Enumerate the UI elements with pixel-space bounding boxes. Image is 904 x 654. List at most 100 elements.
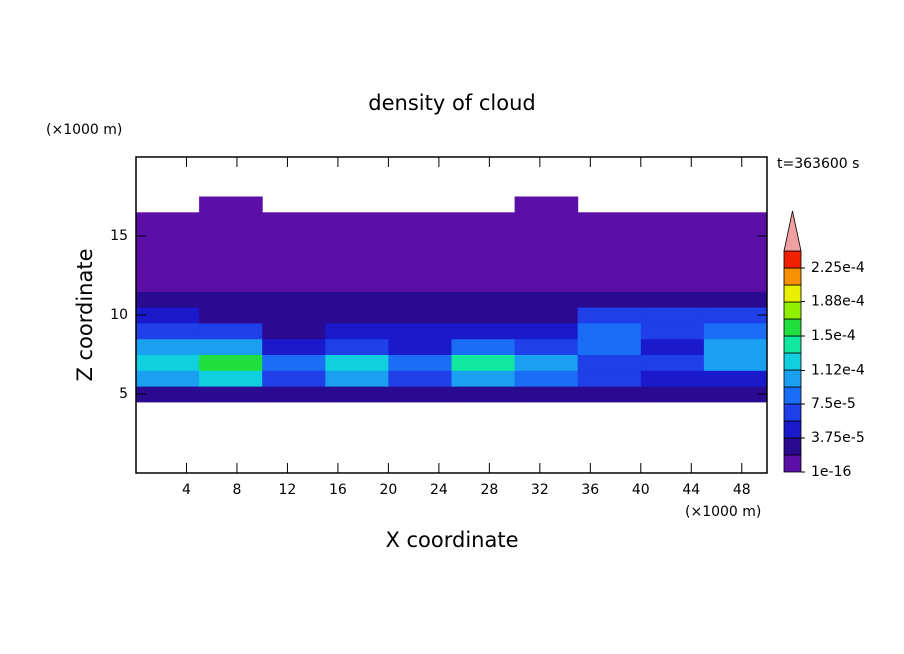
colorbar-band <box>783 301 802 320</box>
contour-cell <box>199 291 263 308</box>
contour-cell <box>640 291 705 308</box>
contour-cell <box>136 212 200 229</box>
contour-cell <box>703 228 768 245</box>
contour-cell <box>451 212 516 229</box>
contour-cell <box>640 212 705 229</box>
contour-cell <box>136 291 200 308</box>
contour-cell <box>388 228 452 245</box>
contour-cell <box>136 322 200 340</box>
contour-cell <box>325 386 389 403</box>
colorbar-band <box>783 352 802 371</box>
chart-title: density of cloud <box>368 91 535 115</box>
contour-cell <box>451 259 516 276</box>
contour-cell <box>577 259 642 276</box>
contour-cell <box>703 291 768 308</box>
contour-cell <box>577 228 642 245</box>
colorbar-label: 1.5e-4 <box>811 328 856 344</box>
contour-cell <box>640 338 705 355</box>
contour-cell <box>199 354 263 371</box>
contour-cell <box>703 338 768 355</box>
contour-cell <box>199 196 263 213</box>
contour-cell <box>262 338 326 355</box>
contour-cell <box>388 259 452 276</box>
contour-cell <box>262 243 326 261</box>
colorbar-band <box>783 267 802 286</box>
contour-cell <box>136 243 200 261</box>
contour-cell <box>514 275 579 292</box>
contour-cell <box>388 307 452 324</box>
contour-cell <box>514 196 579 213</box>
contour-cell <box>136 370 200 387</box>
contour-cell <box>451 338 516 355</box>
contour-cell <box>262 291 326 308</box>
contour-cell <box>199 307 263 324</box>
contour-cell <box>703 386 768 403</box>
x-tick-label: 16 <box>329 482 347 498</box>
contour-cell <box>262 228 326 245</box>
x-tick-label: 4 <box>182 482 191 498</box>
contour-cell <box>388 291 452 308</box>
contour-cell <box>703 243 768 261</box>
time-label: t=363600 s <box>777 156 859 172</box>
contour-cell <box>703 212 768 229</box>
contour-cell <box>577 370 642 387</box>
contour-cell <box>577 307 642 324</box>
y-unit: (×1000 m) <box>46 122 122 138</box>
contour-cell <box>640 228 705 245</box>
contour-cell <box>703 354 768 371</box>
contour-cell <box>514 259 579 276</box>
contour-cell <box>325 243 389 261</box>
contour-cell <box>388 386 452 403</box>
contour-cell <box>262 275 326 292</box>
contour-cell <box>577 212 642 229</box>
contour-cell <box>325 259 389 276</box>
colorbar-over <box>783 210 802 252</box>
contour-cell <box>514 370 579 387</box>
contour-cell <box>136 228 200 245</box>
contour-cell <box>451 354 516 371</box>
contour-cell <box>514 338 579 355</box>
contour-cell <box>640 386 705 403</box>
colorbar-band <box>783 386 802 405</box>
contour-cell <box>640 322 705 340</box>
contour-cell <box>325 322 389 340</box>
contour-cell <box>199 386 263 403</box>
contour-cell <box>262 386 326 403</box>
contour-cell <box>199 370 263 387</box>
contour-cell <box>325 275 389 292</box>
contour-cell <box>388 354 452 371</box>
contour-cell <box>577 386 642 403</box>
contour-cell <box>577 275 642 292</box>
contour-cell <box>640 354 705 371</box>
x-tick-label: 12 <box>279 482 297 498</box>
contour-cell <box>640 243 705 261</box>
contour-cell <box>136 386 200 403</box>
contour-cell <box>514 386 579 403</box>
contour-cell <box>325 370 389 387</box>
contour-cell <box>199 275 263 292</box>
y-tick-label: 15 <box>110 228 128 244</box>
contour-cell <box>451 307 516 324</box>
colorbar-label: 1.88e-4 <box>811 294 865 310</box>
contour-cell <box>262 307 326 324</box>
contour-cell <box>136 307 200 324</box>
contour-cell <box>451 228 516 245</box>
contour-cell <box>199 338 263 355</box>
contour-cell <box>451 275 516 292</box>
contour-cell <box>703 259 768 276</box>
contour-cell <box>325 291 389 308</box>
colorbar-band <box>783 454 802 473</box>
contour-cell <box>514 291 579 308</box>
contour-cell <box>388 243 452 261</box>
contour-cell <box>640 370 705 387</box>
colorbar-band <box>783 284 802 303</box>
x-tick-label: 32 <box>531 482 549 498</box>
x-tick-label: 28 <box>480 482 498 498</box>
colorbar-band <box>783 369 802 388</box>
contour-cell <box>640 275 705 292</box>
contour-cell <box>388 322 452 340</box>
contour-cell <box>388 275 452 292</box>
x-tick-label: 20 <box>379 482 397 498</box>
colorbar-band <box>783 420 802 439</box>
